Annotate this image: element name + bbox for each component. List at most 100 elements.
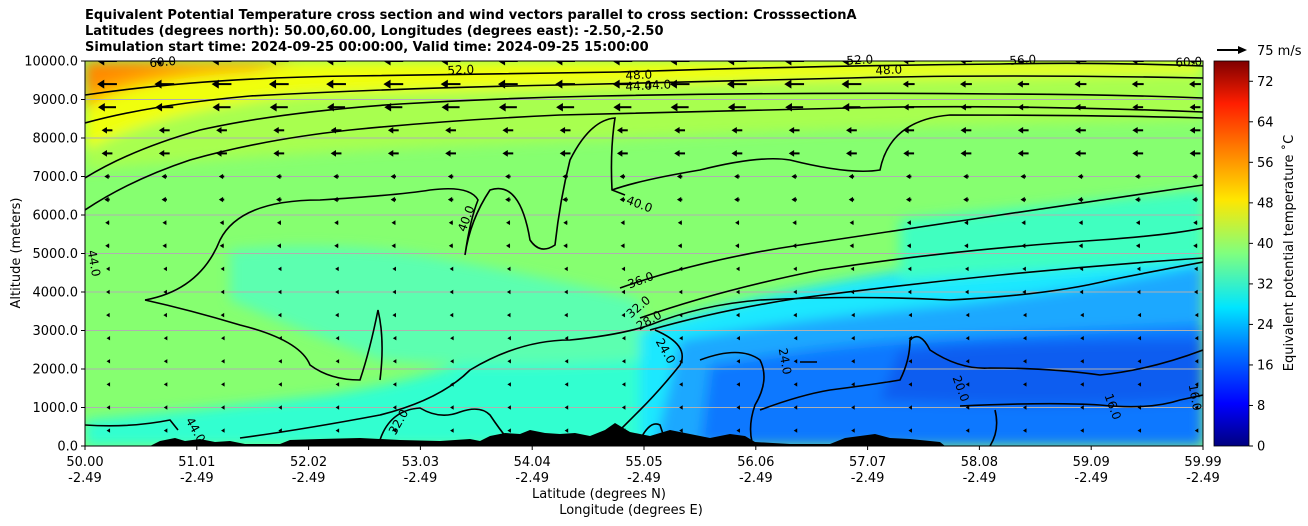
wind-vector [736, 359, 740, 364]
wind-vector [507, 405, 511, 410]
wind-vector [106, 266, 110, 272]
wind-vector [679, 382, 683, 387]
wind-vector [1194, 359, 1199, 364]
wind-vector [335, 312, 339, 318]
x-tick-label-latitude: 53.03 [402, 455, 439, 470]
wind-vector [963, 196, 969, 203]
wind-vector [1135, 243, 1140, 249]
quiver-key: 75 m/s [1217, 44, 1302, 59]
wind-vector [621, 266, 626, 272]
y-tick-label: 5000.0 [33, 247, 79, 262]
wind-vector [1135, 173, 1141, 180]
wind-vector [1075, 150, 1086, 157]
contour-line [144, 114, 1203, 301]
wind-vector [268, 79, 289, 89]
wind-vector [960, 103, 972, 111]
wind-vector [908, 312, 912, 318]
wind-vector [788, 150, 800, 157]
wind-vector [506, 220, 511, 226]
y-axis-label: Altitude (meters) [9, 198, 24, 309]
wind-vector [1079, 289, 1084, 295]
colorbar-tick-label: 0 [1257, 440, 1265, 455]
wind-vector [447, 196, 454, 203]
wind-vector [1074, 61, 1087, 65]
wind-vector [392, 359, 397, 364]
wind-vector [1132, 126, 1144, 134]
wind-vector [448, 220, 453, 226]
x-tick-label-latitude: 58.08 [961, 455, 998, 470]
wind-vector [506, 266, 511, 272]
colorbar-label: Equivalent potential temperature ˚C [1281, 135, 1297, 371]
wind-vector [277, 289, 282, 295]
x-axis: 50.00-2.4951.01-2.4952.02-2.4953.03-2.49… [66, 446, 1222, 486]
wind-vector [1135, 220, 1140, 226]
wind-vector [1077, 196, 1084, 203]
wind-vector [278, 405, 282, 410]
wind-vector [735, 243, 740, 249]
wind-vector [326, 79, 346, 89]
wind-vector [1080, 312, 1084, 318]
wind-vector [960, 150, 972, 157]
wind-vector [278, 428, 282, 433]
x-tick-label-latitude: 56.06 [737, 455, 774, 470]
wind-vector [1022, 428, 1027, 433]
wind-vector [212, 102, 231, 112]
y-tick-label: 9000.0 [33, 93, 79, 108]
wind-vector [846, 126, 857, 134]
wind-vector [564, 336, 569, 341]
wind-vector [390, 196, 397, 203]
wind-vector [677, 243, 682, 249]
wind-vector [278, 359, 282, 364]
wind-vector [964, 243, 969, 249]
wind-vector [1132, 103, 1144, 111]
contour-line [85, 92, 1203, 179]
wind-vector [1022, 359, 1027, 364]
wind-vector [1189, 61, 1201, 65]
wind-vector [1131, 61, 1144, 65]
wind-vector [612, 61, 633, 66]
colorbar-tick-label: 72 [1257, 75, 1274, 90]
quiver-key-arrowhead [1238, 46, 1247, 54]
wind-vector [674, 150, 686, 157]
wind-vector [1194, 312, 1199, 318]
wind-vector [1021, 243, 1026, 249]
wind-vector [564, 382, 569, 387]
field-upper-yellow [85, 61, 1203, 150]
wind-vector [105, 243, 110, 249]
wind-vector [502, 150, 514, 157]
wind-vector [1193, 220, 1198, 226]
x-tick-label-latitude: 51.01 [178, 455, 215, 470]
wind-vector [734, 196, 740, 203]
contour-label: 48.0 [875, 62, 902, 77]
wind-vector [220, 312, 225, 318]
wind-vector [669, 61, 690, 66]
wind-vector [219, 243, 224, 249]
wind-vector [562, 173, 568, 180]
contour-lines [85, 62, 1203, 446]
wind-vector [621, 405, 626, 410]
wind-vector [965, 289, 969, 295]
wind-vector [392, 266, 396, 272]
wind-vector [392, 336, 397, 341]
wind-vector [619, 173, 626, 180]
wind-vector [335, 405, 340, 410]
wind-vector [1022, 405, 1027, 410]
wind-vector [1077, 173, 1084, 180]
wind-vector [851, 382, 855, 387]
wind-vector [850, 289, 855, 295]
contour-line [759, 335, 1203, 411]
wind-vector [1080, 428, 1084, 433]
wind-vector [788, 126, 800, 134]
wind-vector [903, 126, 915, 134]
x-tick-label-longitude: -2.49 [851, 471, 885, 486]
wind-vector [905, 173, 912, 180]
wind-vector [785, 102, 804, 112]
x-tick-label-longitude: -2.49 [515, 471, 549, 486]
wind-vector [104, 196, 110, 203]
wind-vector [497, 79, 518, 89]
wind-vector [335, 382, 340, 387]
wind-vector [850, 266, 855, 272]
wind-vector [678, 312, 683, 318]
wind-vector [163, 289, 167, 295]
wind-vector [211, 79, 232, 89]
